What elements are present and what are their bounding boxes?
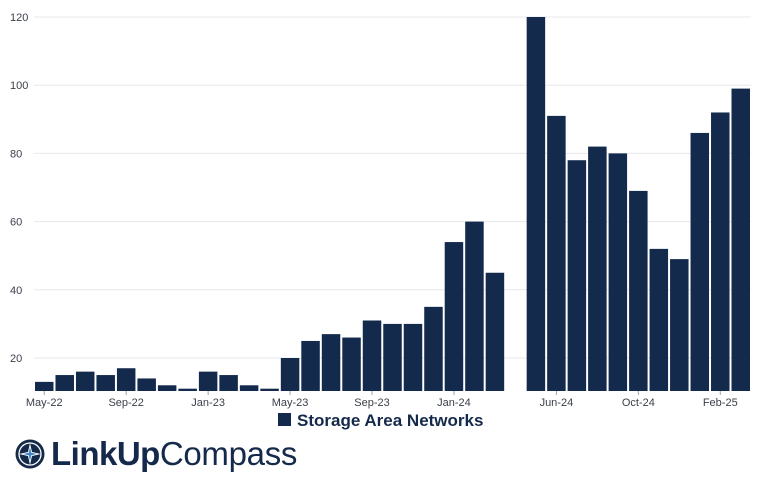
linkup-compass-logo: LinkUp Compass [14,434,297,474]
bar-nov-22[interactable] [157,385,177,391]
bar-oct-23[interactable] [383,323,402,391]
y-tick-label: 60 [10,217,22,229]
legend[interactable]: Storage Area Networks [278,411,483,430]
bar-mar-23[interactable] [239,385,259,391]
bar-feb-24[interactable] [465,221,484,391]
legend-label: Storage Area Networks [297,411,483,430]
bar-jan-24[interactable] [444,242,464,391]
x-tick-label: Jan-23 [191,397,225,409]
bar-jun-24[interactable] [547,115,566,391]
x-tick-label: Feb-25 [703,397,738,409]
x-tick-label: May-22 [26,397,63,409]
bar-jan-25[interactable] [690,132,710,391]
logo-text-compass: Compass [159,435,298,472]
bar-mar-25[interactable] [731,88,750,392]
bar-jun-22[interactable] [55,375,74,391]
y-tick-label: 20 [10,353,22,365]
bar-dec-24[interactable] [670,259,689,391]
bar-may-22[interactable] [35,381,54,391]
legend-swatch [278,413,291,426]
bar-sep-23[interactable] [362,320,382,391]
bar-dec-22[interactable] [178,388,197,391]
x-tick-label: May-23 [272,397,309,409]
x-tick-label: Jun-24 [540,397,574,409]
bar-dec-23[interactable] [424,306,443,391]
bar-sep-22[interactable] [116,368,136,391]
bar-jun-23[interactable] [301,340,320,391]
y-tick-label: 120 [10,12,28,24]
bar-aug-24[interactable] [588,146,607,391]
bar-nov-24[interactable] [649,248,669,391]
bar-jan-23[interactable] [198,371,218,391]
bar-sep-24[interactable] [608,153,628,391]
bar-apr-23[interactable] [260,388,279,391]
bar-may-23[interactable] [280,358,300,391]
bar-may-24[interactable] [526,17,546,391]
bar-aug-22[interactable] [96,375,115,391]
bar-oct-22[interactable] [137,378,156,391]
bar-jul-24[interactable] [567,160,587,391]
y-tick-label: 80 [10,148,22,160]
x-axis-labels: May-22 Sep-22 Jan-23 May-23 Sep-23 Jan-24 Jun-… [26,391,738,409]
y-tick-label: 100 [10,80,28,92]
y-axis-labels: 20 40 60 80 100 120 [10,12,28,365]
bar-aug-23[interactable] [342,337,361,391]
y-tick-label: 40 [10,285,22,297]
bar-oct-24[interactable] [629,190,648,391]
x-tick-label: Sep-22 [108,397,143,409]
x-tick-label: Sep-23 [354,397,389,409]
bar-feb-25[interactable] [711,112,730,391]
bar-mar-24[interactable] [485,272,505,391]
bar-jul-22[interactable] [75,371,95,391]
bar-jul-23[interactable] [321,334,341,391]
compass-icon [15,439,45,469]
bars [35,17,750,392]
bar-feb-23[interactable] [219,375,238,391]
bar-nov-23[interactable] [403,323,423,391]
logo-text-linkup: LinkUp [51,435,160,472]
x-tick-label: Jan-24 [437,397,471,409]
x-tick-label: Oct-24 [622,397,655,409]
